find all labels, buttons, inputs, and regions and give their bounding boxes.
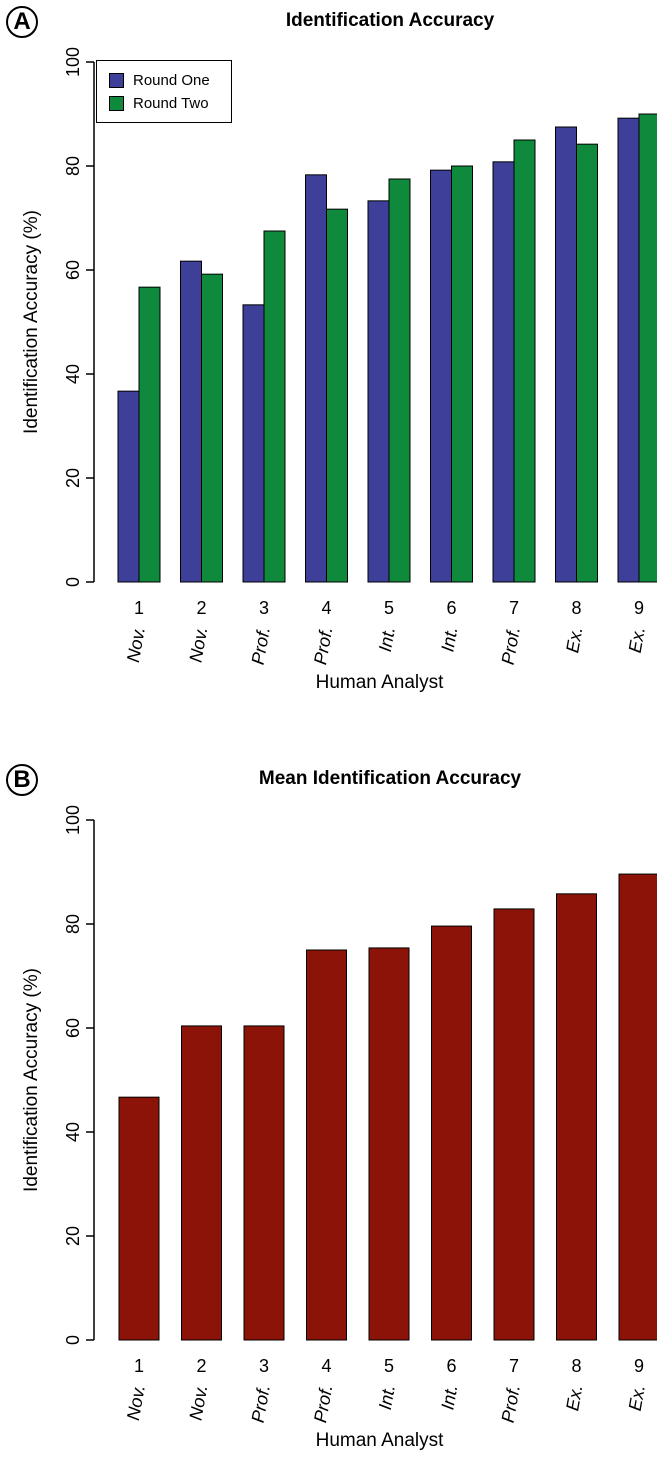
chart-b-bar-mean	[619, 874, 657, 1340]
chart-b-x-category-sublabel: Int.	[437, 1383, 461, 1411]
chart-a-bar-round-two	[514, 140, 535, 582]
chart-a-bar-round-one	[118, 391, 139, 582]
chart-a-bar-round-two	[327, 209, 348, 582]
chart-b-x-tick-label: 1	[134, 1356, 144, 1376]
chart-a-x-category-sublabel: Prof.	[248, 625, 274, 666]
chart-a-x-tick-label: 1	[134, 598, 144, 618]
chart-b-x-tick-label: 9	[634, 1356, 644, 1376]
chart-a-x-category-sublabel: Nov.	[186, 625, 212, 664]
chart-b-y-tick-label: 100	[63, 805, 83, 835]
chart-b-bar-mean	[557, 894, 597, 1340]
legend-label-round-one: Round One	[133, 72, 210, 89]
chart-a-bar-round-two	[389, 179, 410, 582]
chart-b-bar-mean	[182, 1026, 222, 1340]
chart-a-bar-round-two	[139, 287, 160, 582]
chart-a-bar-round-one	[431, 170, 452, 582]
chart-b-x-tick-label: 8	[571, 1356, 581, 1376]
chart-b-x-category-sublabel: Prof.	[498, 1383, 524, 1424]
panel-b: B Mean Identification Accuracy Identific…	[0, 758, 657, 1479]
chart-b-bar-mean	[307, 950, 347, 1340]
chart-b-bar-mean	[369, 948, 409, 1340]
chart-a-y-tick-label: 20	[63, 468, 83, 488]
chart-b-x-axis-label: Human Analyst	[102, 1430, 657, 1452]
chart-b-x-tick-label: 5	[384, 1356, 394, 1376]
chart-b-x-category-sublabel: Prof.	[310, 1383, 336, 1424]
chart-a-bar-round-one	[556, 127, 577, 582]
chart-b-x-category-sublabel: Ex.	[562, 1383, 586, 1412]
chart-a-bar-round-two	[639, 114, 657, 582]
legend-swatch-round-one	[109, 73, 124, 88]
chart-b-plot: 0 20 40 60 80 100 1 Nov. 2 Nov. 3 Prof. 4 Prof. 5 Int. 6…	[0, 758, 657, 1479]
chart-a-bar-round-two	[452, 166, 473, 582]
chart-a-y-tick-label: 0	[63, 577, 83, 587]
chart-b-bar-mean	[432, 926, 472, 1340]
panel-a: A Identification Accuracy Identification…	[0, 0, 657, 720]
chart-a-x-category-sublabel: Int.	[437, 625, 461, 653]
chart-b-bar-mean	[494, 909, 534, 1340]
chart-b-x-tick-label: 4	[321, 1356, 331, 1376]
chart-b-x-tick-label: 7	[509, 1356, 519, 1376]
chart-a-bar-round-one	[493, 162, 514, 582]
chart-b-x-category-sublabel: Nov.	[123, 1383, 149, 1422]
chart-b-x-category-sublabel: Int.	[375, 1383, 399, 1411]
chart-b-y-tick-label: 20	[63, 1226, 83, 1246]
chart-a-x-tick-label: 6	[446, 598, 456, 618]
chart-a-y-tick-label: 100	[63, 47, 83, 77]
chart-a-x-tick-label: 8	[571, 598, 581, 618]
chart-a-bar-round-two	[577, 144, 598, 582]
chart-a-x-tick-label: 3	[259, 598, 269, 618]
chart-a-bar-round-one	[243, 305, 264, 582]
chart-a-legend: Round One Round Two	[96, 60, 232, 123]
chart-b-y-tick-label: 0	[63, 1335, 83, 1345]
chart-b-x-tick-label: 6	[446, 1356, 456, 1376]
chart-a-x-tick-label: 2	[196, 598, 206, 618]
chart-b-y-tick-label: 80	[63, 914, 83, 934]
chart-a-bar-round-one	[306, 175, 327, 582]
chart-a-x-tick-label: 5	[384, 598, 394, 618]
chart-a-x-category-sublabel: Ex.	[562, 625, 586, 654]
chart-b-x-category-sublabel: Nov.	[186, 1383, 212, 1422]
chart-a-x-category-sublabel: Int.	[375, 625, 399, 653]
chart-b-bar-mean	[119, 1097, 159, 1340]
chart-a-x-category-sublabel: Prof.	[310, 625, 336, 666]
chart-a-x-category-sublabel: Nov.	[123, 625, 149, 664]
chart-b-x-category-sublabel: Ex.	[625, 1383, 649, 1412]
legend-swatch-round-two	[109, 96, 124, 111]
chart-a-x-tick-label: 7	[509, 598, 519, 618]
chart-b-x-tick-label: 2	[196, 1356, 206, 1376]
chart-a-bar-round-one	[368, 201, 389, 582]
chart-a-x-tick-label: 4	[321, 598, 331, 618]
chart-a-x-category-sublabel: Prof.	[498, 625, 524, 666]
chart-a-bar-round-two	[264, 231, 285, 582]
chart-a-bar-round-one	[181, 261, 202, 582]
chart-b-y-tick-label: 40	[63, 1122, 83, 1142]
chart-a-x-category-sublabel: Ex.	[625, 625, 649, 654]
chart-a-y-tick-label: 60	[63, 260, 83, 280]
chart-a-x-axis-label: Human Analyst	[102, 672, 657, 694]
chart-b-bar-mean	[244, 1026, 284, 1340]
chart-a-bar-round-one	[618, 118, 639, 582]
chart-a-bar-round-two	[202, 274, 223, 582]
chart-b-y-tick-label: 60	[63, 1018, 83, 1038]
chart-a-y-tick-label: 40	[63, 364, 83, 384]
legend-label-round-two: Round Two	[133, 95, 209, 112]
chart-b-x-category-sublabel: Prof.	[248, 1383, 274, 1424]
chart-b-x-tick-label: 3	[259, 1356, 269, 1376]
chart-a-x-tick-label: 9	[634, 598, 644, 618]
chart-a-y-tick-label: 80	[63, 156, 83, 176]
